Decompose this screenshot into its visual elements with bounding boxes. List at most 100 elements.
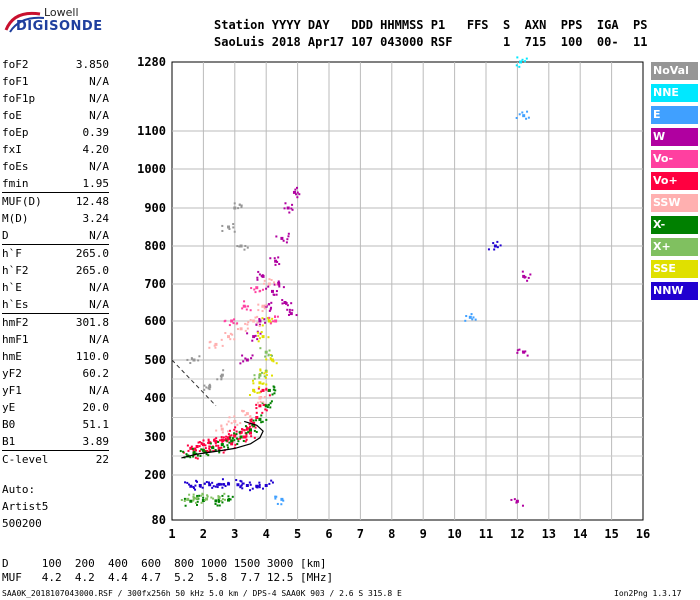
data-point-echo (275, 362, 278, 365)
data-point-echo (204, 450, 207, 453)
param-row: hmF2 301.8 (2, 313, 109, 331)
data-point-echo (258, 324, 261, 327)
data-point (252, 421, 256, 425)
data-point-echo (202, 439, 205, 442)
data-point-echo (271, 481, 274, 484)
data-point-echo (269, 357, 272, 360)
data-point-echo (242, 360, 245, 363)
param-value: 3.850 (75, 58, 109, 71)
data-point (239, 430, 243, 434)
data-point (198, 484, 202, 487)
data-point-echo (229, 338, 232, 341)
data-point-echo (211, 481, 214, 484)
data-point-echo (229, 332, 232, 335)
data-point-echo (272, 388, 275, 391)
data-point (245, 412, 249, 416)
data-point-echo (253, 429, 256, 432)
data-point-echo (221, 501, 224, 504)
data-point-echo (263, 375, 266, 378)
data-point-echo (245, 432, 248, 435)
data-point (264, 350, 268, 354)
data-point-echo (516, 500, 519, 503)
legend-item-nne: NNE (651, 84, 698, 102)
data-point-echo (271, 374, 274, 377)
x-tick-label: 13 (542, 527, 556, 541)
data-point-echo (207, 439, 210, 442)
data-point-echo (286, 238, 289, 241)
data-point-echo (199, 454, 202, 457)
data-point-echo (261, 420, 264, 423)
data-point-echo (224, 437, 227, 440)
data-point (214, 342, 218, 346)
data-point (239, 435, 243, 439)
data-point-echo (189, 456, 192, 459)
data-point-echo (258, 481, 261, 484)
legend-item-nnw: NNW (651, 282, 698, 300)
data-point-echo (201, 500, 204, 503)
data-point-echo (241, 307, 244, 310)
data-point-echo (252, 419, 255, 422)
data-point-echo (207, 438, 210, 441)
data-point (258, 417, 262, 421)
legend-item-voplus: Vo+ (651, 172, 698, 190)
legend-item-ssw: SSW (651, 194, 698, 212)
data-point-echo (209, 442, 212, 445)
data-point (292, 190, 296, 194)
data-point-echo (221, 498, 224, 501)
data-point-echo (220, 436, 223, 439)
data-point-echo (216, 504, 219, 507)
data-point-echo (228, 429, 231, 432)
data-point-echo (198, 355, 201, 358)
data-point-echo (237, 440, 240, 443)
data-point-echo (263, 307, 266, 310)
legend-item-vominus: Vo- (651, 150, 698, 168)
data-point-echo (192, 455, 195, 458)
y-tick-label: 200 (144, 468, 166, 482)
data-point-echo (464, 319, 467, 322)
param-value: 265.0 (75, 264, 109, 277)
param-value: 265.0 (75, 247, 109, 260)
data-point-echo (521, 58, 524, 61)
data-point-echo (524, 350, 527, 353)
data-point-echo (247, 305, 250, 308)
data-point-echo (221, 344, 224, 347)
data-point-echo (218, 504, 221, 507)
data-point-echo (257, 485, 260, 488)
data-point-echo (248, 427, 251, 430)
data-point (286, 206, 290, 210)
data-point-echo (265, 388, 268, 391)
data-point-echo (187, 449, 190, 452)
param-row: foE N/A (2, 107, 109, 124)
data-point-echo (188, 493, 191, 496)
data-point-echo (208, 383, 211, 386)
param-value: 60.2 (82, 367, 110, 380)
data-point-echo (259, 390, 262, 393)
data-point (189, 484, 193, 488)
data-point-echo (239, 437, 242, 440)
data-point-echo (524, 60, 527, 63)
data-point-echo (209, 445, 212, 448)
data-point-echo (275, 495, 278, 498)
data-point (289, 312, 293, 316)
data-point-echo (516, 349, 519, 352)
data-point-echo (525, 57, 528, 60)
data-point-echo (216, 483, 219, 486)
data-point-echo (261, 317, 264, 320)
data-point-echo (259, 400, 262, 403)
data-point-echo (207, 454, 210, 457)
param-value: N/A (89, 281, 109, 294)
param-value: 1.95 (82, 177, 110, 190)
data-point-echo (221, 494, 224, 497)
y-tick-label: 600 (144, 314, 166, 328)
data-point-echo (261, 411, 264, 414)
data-point-echo (222, 436, 225, 439)
data-point-echo (268, 349, 271, 352)
data-point (264, 484, 268, 487)
data-point-echo (218, 451, 221, 454)
data-point-echo (203, 384, 206, 387)
y-tick-label: 1280 (137, 55, 166, 69)
param-row: foEp 0.39 (2, 124, 109, 141)
data-point-echo (521, 270, 524, 273)
data-point-echo (220, 376, 223, 379)
